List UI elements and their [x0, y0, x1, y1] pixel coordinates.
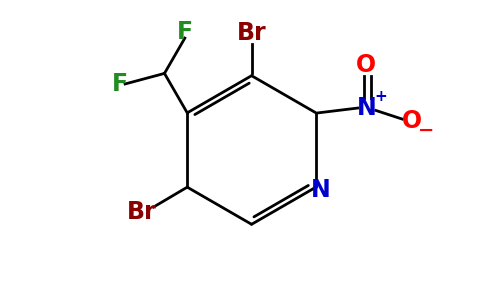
- Text: Br: Br: [127, 200, 157, 224]
- Text: F: F: [177, 20, 193, 44]
- Text: N: N: [356, 96, 376, 120]
- Text: O: O: [356, 53, 377, 77]
- Text: −: −: [418, 121, 434, 140]
- Text: Br: Br: [237, 20, 266, 44]
- Text: O: O: [402, 110, 422, 134]
- Text: F: F: [112, 72, 128, 96]
- Text: +: +: [374, 88, 387, 104]
- Text: N: N: [311, 178, 331, 202]
